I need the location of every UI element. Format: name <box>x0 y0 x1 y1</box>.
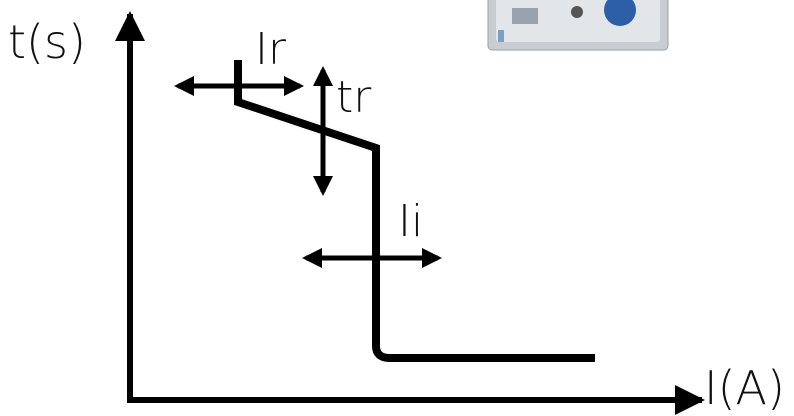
device-thumbnail <box>487 0 669 51</box>
y-axis-label: t(s) <box>8 15 86 69</box>
tr-label: tr <box>336 72 372 123</box>
trip-curve <box>234 60 595 362</box>
x-axis-label: I(A) <box>704 361 785 415</box>
ir-label: Ir <box>255 24 287 75</box>
ii-label: Ii <box>398 196 423 247</box>
